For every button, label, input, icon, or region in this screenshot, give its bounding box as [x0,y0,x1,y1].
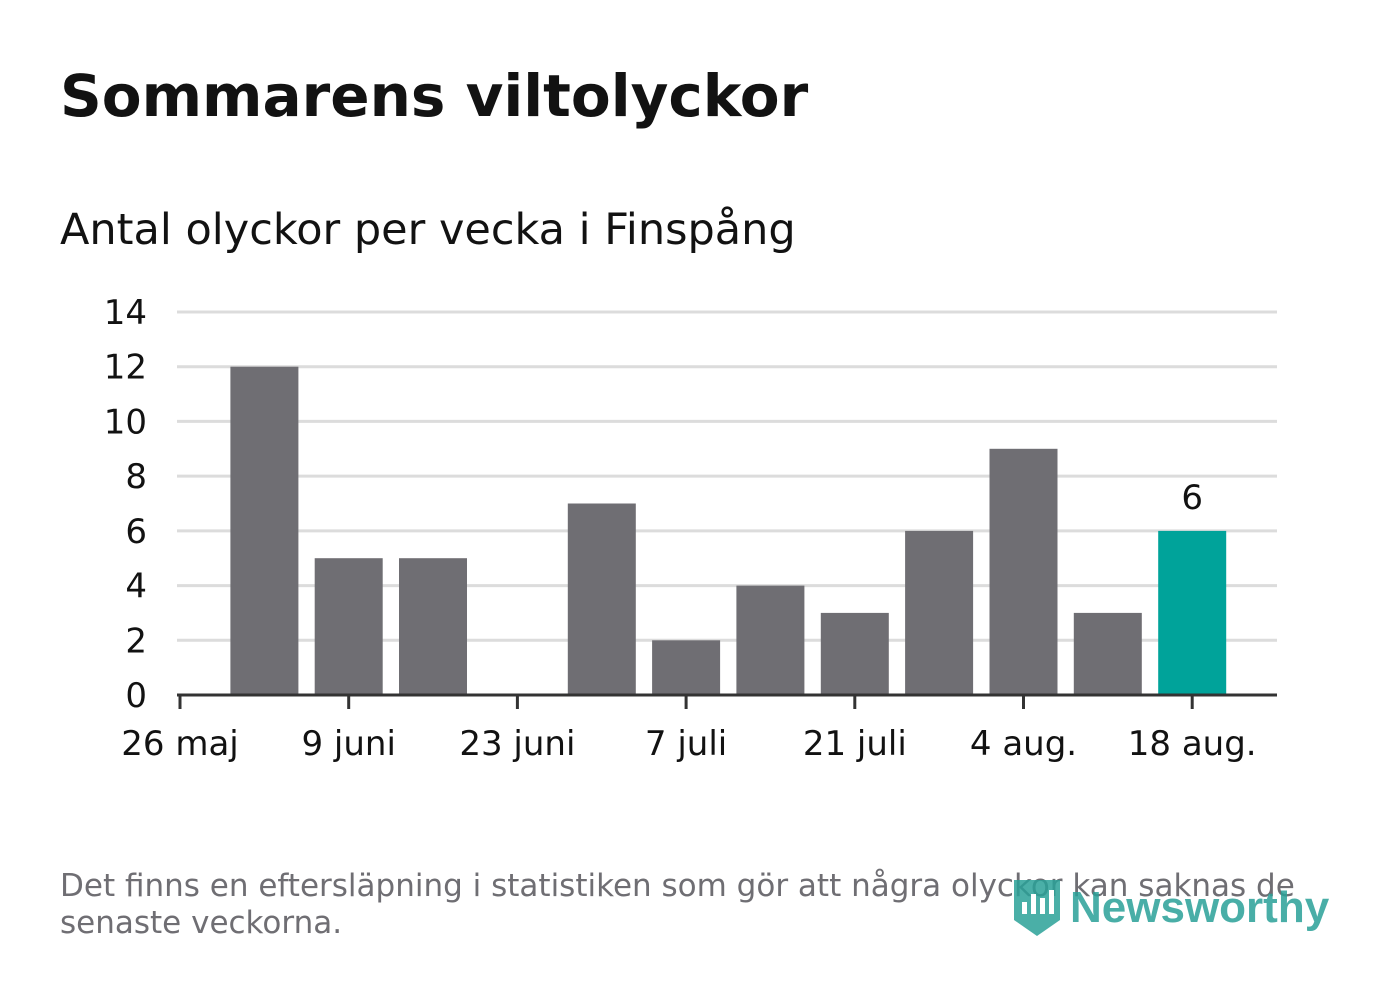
bar-highlight [1158,530,1227,695]
bar [567,503,636,695]
bar [820,612,889,695]
x-tick-label: 9 juni [301,724,395,764]
bar [989,448,1058,695]
x-tick-label: 26 maj [121,724,238,764]
bars [230,366,1227,695]
bar [736,585,805,695]
brand-name: Newsworthy [1070,883,1330,932]
y-tick-label: 10 [104,402,147,442]
y-tick-label: 12 [104,348,147,388]
x-tick-label: 21 juli [803,724,907,764]
bar [1073,612,1142,695]
bar [230,366,299,695]
bar [905,530,974,695]
y-tick-label: 4 [125,567,147,607]
x-axis-ticks: 26 maj 9 juni 23 juni 7 juli 21 juli 4 aug. 18… [121,695,1257,764]
y-tick-label: 6 [125,512,147,552]
chart-title: Sommarens viltolyckor [60,62,809,130]
y-tick-label: 2 [125,621,147,661]
chart-subtitle: Antal olyckor per vecka i Finspång [60,205,796,255]
newsworthy-logo-icon [1014,880,1060,936]
bar [314,558,383,695]
x-tick-label: 23 juni [459,724,575,764]
y-tick-label: 14 [104,293,147,333]
bar [399,558,467,695]
footnote: Det finns en eftersläpning i statistiken… [60,868,1295,941]
data-label: 6 [1181,478,1203,518]
data-labels: 6 [1181,478,1203,518]
y-axis-ticks: 0 2 4 6 8 10 12 14 [104,293,147,716]
y-tick-label: 8 [125,457,147,497]
x-tick-label: 7 juli [645,724,727,764]
x-tick-label: 4 aug. [970,724,1077,764]
x-tick-label: 18 aug. [1128,724,1257,764]
brand-logo: Newsworthy [1012,876,1329,940]
bar [652,640,721,695]
y-tick-label: 0 [125,676,147,716]
